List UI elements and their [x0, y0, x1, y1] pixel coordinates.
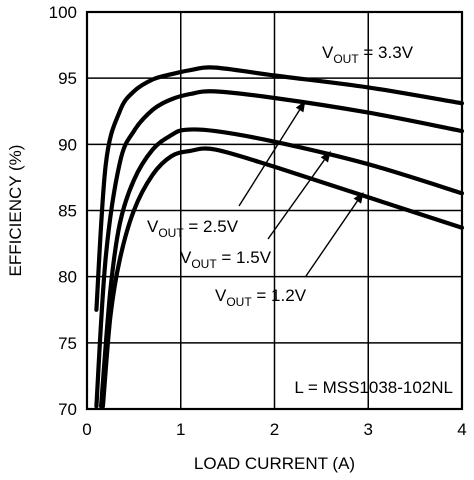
arrow-head-1: [295, 100, 306, 113]
x-tick-label: 3: [364, 420, 373, 439]
y-tick-label: 90: [58, 135, 77, 154]
x-tick-label: 2: [270, 420, 279, 439]
x-tick-label: 0: [82, 420, 91, 439]
series-label-3: VOUT = 1.2V: [215, 286, 307, 309]
annotation-arrows: [238, 100, 364, 277]
arrow-head-2: [320, 150, 331, 163]
arrow-line-1: [238, 109, 301, 207]
arrow-head-3: [353, 192, 364, 204]
series-line-2: [99, 127, 465, 409]
grid: [87, 12, 462, 409]
arrow-line-3: [305, 200, 358, 277]
series-label-1: VOUT = 2.5V: [147, 217, 239, 240]
series-line-0: [94, 65, 465, 312]
y-tick-label: 80: [58, 268, 77, 287]
series-label-0: VOUT = 3.3V: [322, 43, 414, 66]
inductor-note: L = MSS1038-102NL: [294, 378, 453, 397]
series-label-2: VOUT = 1.5V: [180, 248, 272, 271]
y-tick-label: 95: [58, 69, 77, 88]
tick-labels: 0 1 2 3 4 70 75 80 85 90 95 100: [49, 3, 467, 439]
arrow-line-2: [267, 159, 325, 240]
plot-frame: [85, 10, 464, 411]
series-group: [94, 65, 465, 409]
series-line-3: [100, 146, 465, 409]
x-tick-label: 1: [176, 420, 185, 439]
y-tick-label: 70: [58, 400, 77, 419]
x-tick-label: 4: [457, 420, 466, 439]
y-tick-label: 75: [58, 334, 77, 353]
y-axis-title: EFFICIENCY (%): [6, 145, 25, 277]
x-axis-title: LOAD CURRENT (A): [194, 454, 355, 473]
annotations: VOUT = 3.3V VOUT = 2.5V VOUT = 1.5V VOUT = …: [147, 43, 414, 309]
y-tick-label: 85: [58, 202, 77, 221]
series-line-1: [94, 89, 465, 409]
y-tick-label: 100: [49, 3, 77, 22]
